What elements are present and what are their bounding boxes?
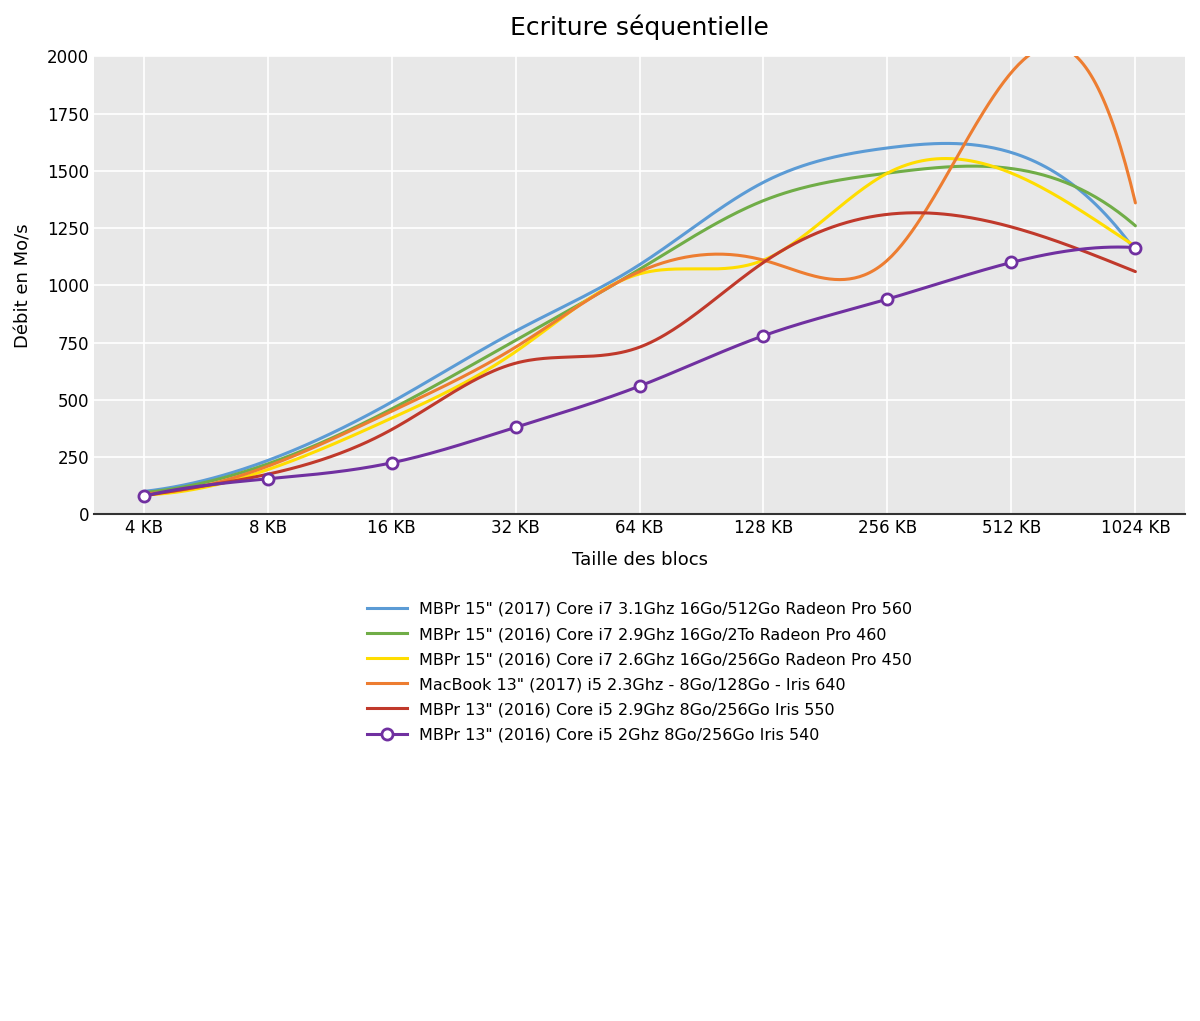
MBPr 15" (2016) Core i7 2.6Ghz 16Go/256Go Radeon Pro 450 bbox=[852, 185, 866, 197]
MBPr 15" (2017) Core i7 3.1Ghz 16Go/512Go Radeon Pro 560 bbox=[137, 485, 151, 497]
Line: MBPr 13" (2016) Core i5 2.9Ghz 8Go/256Go Iris 550: MBPr 13" (2016) Core i5 2.9Ghz 8Go/256Go… bbox=[144, 212, 1135, 496]
MBPr 13" (2016) Core i5 2.9Ghz 8Go/256Go Iris 550 bbox=[460, 378, 474, 390]
MBPr 13" (2016) Core i5 2.9Ghz 8Go/256Go Iris 550 bbox=[761, 253, 775, 265]
MBPr 13" (2016) Core i5 2Ghz 8Go/256Go Iris 540 bbox=[761, 328, 775, 340]
MBPr 15" (2016) Core i7 2.9Ghz 16Go/2To Radeon Pro 460 bbox=[137, 486, 151, 498]
MBPr 15" (2016) Core i7 2.6Ghz 16Go/256Go Radeon Pro 450 bbox=[857, 182, 871, 194]
MBPr 15" (2016) Core i7 2.9Ghz 16Go/2To Radeon Pro 460 bbox=[1128, 220, 1142, 232]
MBPr 13" (2016) Core i5 2Ghz 8Go/256Go Iris 540 bbox=[137, 490, 151, 502]
MBPr 13" (2016) Core i5 2.9Ghz 8Go/256Go Iris 550 bbox=[137, 490, 151, 502]
MBPr 15" (2016) Core i7 2.6Ghz 16Go/256Go Radeon Pro 450 bbox=[529, 331, 544, 343]
MBPr 15" (2017) Core i7 3.1Ghz 16Go/512Go Radeon Pro 560 bbox=[529, 314, 544, 327]
MBPr 15" (2016) Core i7 2.6Ghz 16Go/256Go Radeon Pro 450 bbox=[460, 376, 474, 388]
Title: Ecriture séquentielle: Ecriture séquentielle bbox=[510, 15, 769, 41]
MBPr 13" (2016) Core i5 2.9Ghz 8Go/256Go Iris 550 bbox=[910, 206, 924, 218]
MacBook 13" (2017) i5 2.3Ghz - 8Go/128Go - Iris 640 bbox=[256, 461, 270, 474]
MBPr 13" (2016) Core i5 2.9Ghz 8Go/256Go Iris 550 bbox=[256, 470, 270, 482]
MBPr 13" (2016) Core i5 2Ghz 8Go/256Go Iris 540 bbox=[857, 299, 871, 311]
MBPr 15" (2016) Core i7 2.6Ghz 16Go/256Go Radeon Pro 450 bbox=[256, 466, 270, 478]
MBPr 13" (2016) Core i5 2.9Ghz 8Go/256Go Iris 550 bbox=[529, 353, 544, 366]
MBPr 15" (2016) Core i7 2.6Ghz 16Go/256Go Radeon Pro 450 bbox=[940, 152, 954, 164]
Line: MBPr 15" (2016) Core i7 2.9Ghz 16Go/2To Radeon Pro 460: MBPr 15" (2016) Core i7 2.9Ghz 16Go/2To … bbox=[144, 166, 1135, 492]
MBPr 13" (2016) Core i5 2.9Ghz 8Go/256Go Iris 550 bbox=[1128, 265, 1142, 278]
Line: MBPr 13" (2016) Core i5 2Ghz 8Go/256Go Iris 540: MBPr 13" (2016) Core i5 2Ghz 8Go/256Go I… bbox=[144, 247, 1135, 496]
MBPr 15" (2017) Core i7 3.1Ghz 16Go/512Go Radeon Pro 560 bbox=[857, 145, 871, 157]
MacBook 13" (2017) i5 2.3Ghz - 8Go/128Go - Iris 640 bbox=[857, 269, 871, 281]
MBPr 15" (2016) Core i7 2.6Ghz 16Go/256Go Radeon Pro 450 bbox=[137, 489, 151, 501]
MBPr 15" (2017) Core i7 3.1Ghz 16Go/512Go Radeon Pro 560 bbox=[460, 352, 474, 364]
MBPr 15" (2016) Core i7 2.6Ghz 16Go/256Go Radeon Pro 450 bbox=[761, 252, 775, 264]
MacBook 13" (2017) i5 2.3Ghz - 8Go/128Go - Iris 640 bbox=[1046, 40, 1061, 52]
MBPr 15" (2016) Core i7 2.6Ghz 16Go/256Go Radeon Pro 450 bbox=[1128, 240, 1142, 252]
MBPr 13" (2016) Core i5 2.9Ghz 8Go/256Go Iris 550 bbox=[857, 212, 871, 225]
MBPr 13" (2016) Core i5 2Ghz 8Go/256Go Iris 540 bbox=[529, 415, 544, 427]
MacBook 13" (2017) i5 2.3Ghz - 8Go/128Go - Iris 640 bbox=[852, 271, 866, 283]
MBPr 15" (2017) Core i7 3.1Ghz 16Go/512Go Radeon Pro 560 bbox=[761, 175, 775, 187]
MBPr 15" (2016) Core i7 2.9Ghz 16Go/2To Radeon Pro 460 bbox=[852, 171, 866, 183]
MBPr 15" (2016) Core i7 2.9Ghz 16Go/2To Radeon Pro 460 bbox=[761, 193, 775, 205]
MBPr 15" (2016) Core i7 2.9Ghz 16Go/2To Radeon Pro 460 bbox=[529, 323, 544, 335]
MBPr 13" (2016) Core i5 2.9Ghz 8Go/256Go Iris 550 bbox=[852, 213, 866, 226]
MBPr 13" (2016) Core i5 2Ghz 8Go/256Go Iris 540 bbox=[460, 437, 474, 449]
MBPr 15" (2016) Core i7 2.9Ghz 16Go/2To Radeon Pro 460 bbox=[857, 171, 871, 183]
MacBook 13" (2017) i5 2.3Ghz - 8Go/128Go - Iris 640 bbox=[529, 328, 544, 340]
MBPr 15" (2017) Core i7 3.1Ghz 16Go/512Go Radeon Pro 560 bbox=[852, 146, 866, 158]
MBPr 15" (2016) Core i7 2.9Ghz 16Go/2To Radeon Pro 460 bbox=[256, 459, 270, 472]
MacBook 13" (2017) i5 2.3Ghz - 8Go/128Go - Iris 640 bbox=[460, 369, 474, 381]
Line: MacBook 13" (2017) i5 2.3Ghz - 8Go/128Go - Iris 640: MacBook 13" (2017) i5 2.3Ghz - 8Go/128Go… bbox=[144, 46, 1135, 494]
MacBook 13" (2017) i5 2.3Ghz - 8Go/128Go - Iris 640 bbox=[1128, 197, 1142, 209]
Legend: MBPr 15" (2017) Core i7 3.1Ghz 16Go/512Go Radeon Pro 560, MBPr 15" (2016) Core i: MBPr 15" (2017) Core i7 3.1Ghz 16Go/512G… bbox=[359, 593, 920, 750]
MBPr 13" (2016) Core i5 2Ghz 8Go/256Go Iris 540 bbox=[1128, 241, 1142, 253]
X-axis label: Taille des blocs: Taille des blocs bbox=[571, 551, 708, 569]
MBPr 15" (2017) Core i7 3.1Ghz 16Go/512Go Radeon Pro 560 bbox=[256, 456, 270, 469]
MBPr 15" (2016) Core i7 2.9Ghz 16Go/2To Radeon Pro 460 bbox=[964, 160, 978, 173]
MacBook 13" (2017) i5 2.3Ghz - 8Go/128Go - Iris 640 bbox=[761, 255, 775, 268]
MBPr 13" (2016) Core i5 2Ghz 8Go/256Go Iris 540 bbox=[256, 473, 270, 485]
MBPr 15" (2017) Core i7 3.1Ghz 16Go/512Go Radeon Pro 560 bbox=[940, 137, 954, 149]
Line: MBPr 15" (2016) Core i7 2.6Ghz 16Go/256Go Radeon Pro 450: MBPr 15" (2016) Core i7 2.6Ghz 16Go/256G… bbox=[144, 158, 1135, 495]
MBPr 13" (2016) Core i5 2Ghz 8Go/256Go Iris 540 bbox=[1111, 241, 1126, 253]
Line: MBPr 15" (2017) Core i7 3.1Ghz 16Go/512Go Radeon Pro 560: MBPr 15" (2017) Core i7 3.1Ghz 16Go/512G… bbox=[144, 143, 1135, 491]
MBPr 13" (2016) Core i5 2Ghz 8Go/256Go Iris 540 bbox=[852, 301, 866, 313]
MacBook 13" (2017) i5 2.3Ghz - 8Go/128Go - Iris 640 bbox=[137, 488, 151, 500]
MBPr 15" (2016) Core i7 2.9Ghz 16Go/2To Radeon Pro 460 bbox=[460, 361, 474, 374]
MBPr 15" (2017) Core i7 3.1Ghz 16Go/512Go Radeon Pro 560 bbox=[1128, 245, 1142, 257]
Y-axis label: Débit en Mo/s: Débit en Mo/s bbox=[14, 223, 32, 348]
